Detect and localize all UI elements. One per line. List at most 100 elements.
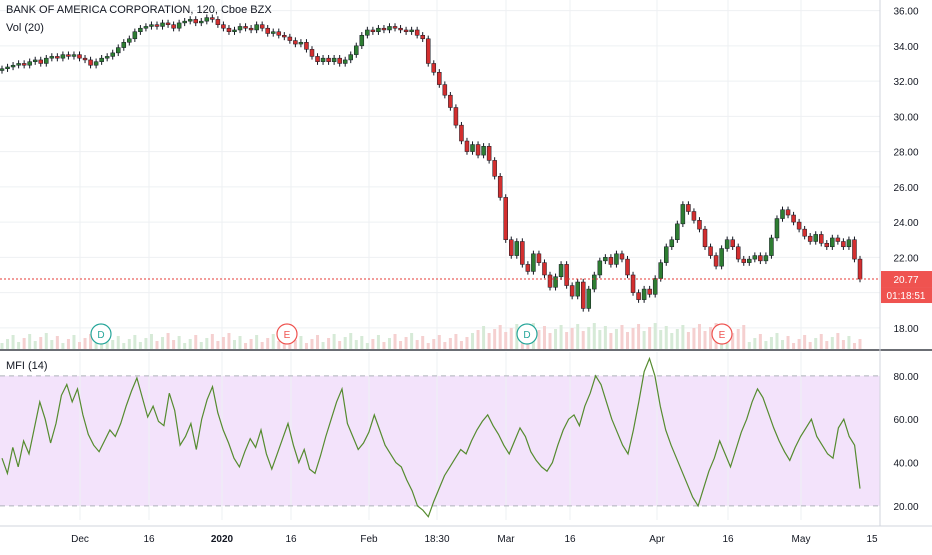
volume-bar: [620, 325, 624, 349]
candle: [44, 57, 49, 64]
volume-bar: [548, 333, 552, 349]
volume-bar: [188, 339, 192, 349]
candle: [625, 258, 630, 276]
candle: [697, 220, 702, 230]
volume-bar: [792, 343, 796, 349]
mfi-label: MFI (14): [6, 360, 48, 372]
candle: [686, 204, 691, 212]
volume-bar: [138, 342, 142, 349]
legend-mfi: MFI (14): [6, 358, 48, 374]
candle: [774, 218, 780, 239]
volume-bar: [487, 333, 491, 349]
candle: [149, 24, 154, 27]
candle: [702, 228, 708, 248]
volume-bar: [111, 340, 115, 349]
volume-bar: [764, 341, 768, 349]
volume-bar: [50, 340, 54, 349]
candle: [475, 144, 481, 156]
volume-bar: [244, 343, 248, 349]
volume-bar: [459, 341, 463, 349]
volume-bar: [603, 326, 607, 349]
volume-bar: [232, 340, 236, 349]
volume-bar: [664, 326, 668, 349]
last-price-badge: [881, 271, 932, 288]
candle: [846, 239, 852, 248]
candle: [359, 35, 365, 47]
candle: [38, 59, 43, 64]
volume-bar: [415, 340, 419, 349]
price-tick-label: 18.00: [893, 324, 918, 335]
volume-bar: [448, 338, 452, 349]
candle: [121, 42, 127, 48]
volume-bar: [22, 338, 26, 349]
candle: [747, 258, 752, 263]
volume-bar: [155, 341, 159, 349]
candle: [115, 47, 121, 54]
volume-bar: [127, 339, 131, 349]
candle: [658, 262, 663, 279]
time-tick-label: Dec: [71, 534, 89, 545]
time-tick-label: 16: [722, 534, 734, 545]
candle: [448, 94, 453, 108]
volume-bar: [399, 341, 403, 349]
time-tick-label: 2020: [211, 534, 234, 545]
volume-bar: [404, 337, 408, 349]
legend-main: BANK OF AMERICA CORPORATION, 120, Cboe B…: [6, 2, 272, 18]
volume-bar: [122, 343, 126, 349]
candle: [603, 257, 608, 262]
candle: [647, 288, 652, 295]
candle: [553, 276, 558, 288]
volume-bar: [841, 340, 845, 349]
event-marker[interactable]: [711, 323, 733, 345]
volume-bar: [33, 341, 37, 349]
event-marker-label: E: [284, 330, 291, 341]
event-marker[interactable]: [276, 323, 298, 345]
volume-bar: [609, 333, 613, 349]
volume-bar: [221, 337, 225, 349]
volume-bar: [747, 342, 751, 349]
candle: [232, 29, 237, 32]
candle: [630, 274, 636, 293]
candle: [830, 237, 835, 248]
time-tick-label: 15: [866, 534, 878, 545]
price-tick-label: 36.00: [893, 7, 918, 18]
candle: [248, 27, 254, 31]
volume-bar: [825, 341, 829, 349]
candle: [409, 29, 414, 32]
event-marker[interactable]: [90, 323, 112, 345]
candle: [835, 237, 841, 242]
candle: [71, 54, 77, 57]
candle: [636, 292, 641, 300]
volume-bar: [199, 342, 203, 349]
volume-bar: [537, 330, 541, 349]
candle: [536, 253, 542, 263]
time-tick-label: 16: [285, 534, 297, 545]
volume-bar: [797, 339, 801, 349]
volume-bar: [17, 342, 21, 349]
volume-bar: [581, 331, 585, 349]
volume-bar: [675, 329, 679, 349]
time-tick-label: Feb: [360, 534, 378, 545]
volume-bar: [410, 333, 414, 349]
candle: [93, 61, 99, 66]
candle: [509, 239, 514, 256]
volume-bar: [659, 330, 663, 349]
volume-bar: [786, 336, 790, 349]
candle: [55, 56, 60, 59]
candle: [309, 49, 315, 57]
candle: [819, 234, 824, 244]
event-marker-label: D: [523, 330, 530, 341]
candle: [243, 26, 248, 29]
volume-bar: [559, 325, 563, 349]
candle: [27, 61, 32, 66]
candle: [376, 27, 381, 32]
price-tick-label: 28.00: [893, 148, 918, 159]
candle: [160, 22, 165, 27]
event-marker[interactable]: [516, 323, 538, 345]
volume-bar: [338, 341, 342, 349]
candle: [370, 29, 376, 32]
candle: [464, 140, 470, 152]
candle: [398, 27, 403, 31]
